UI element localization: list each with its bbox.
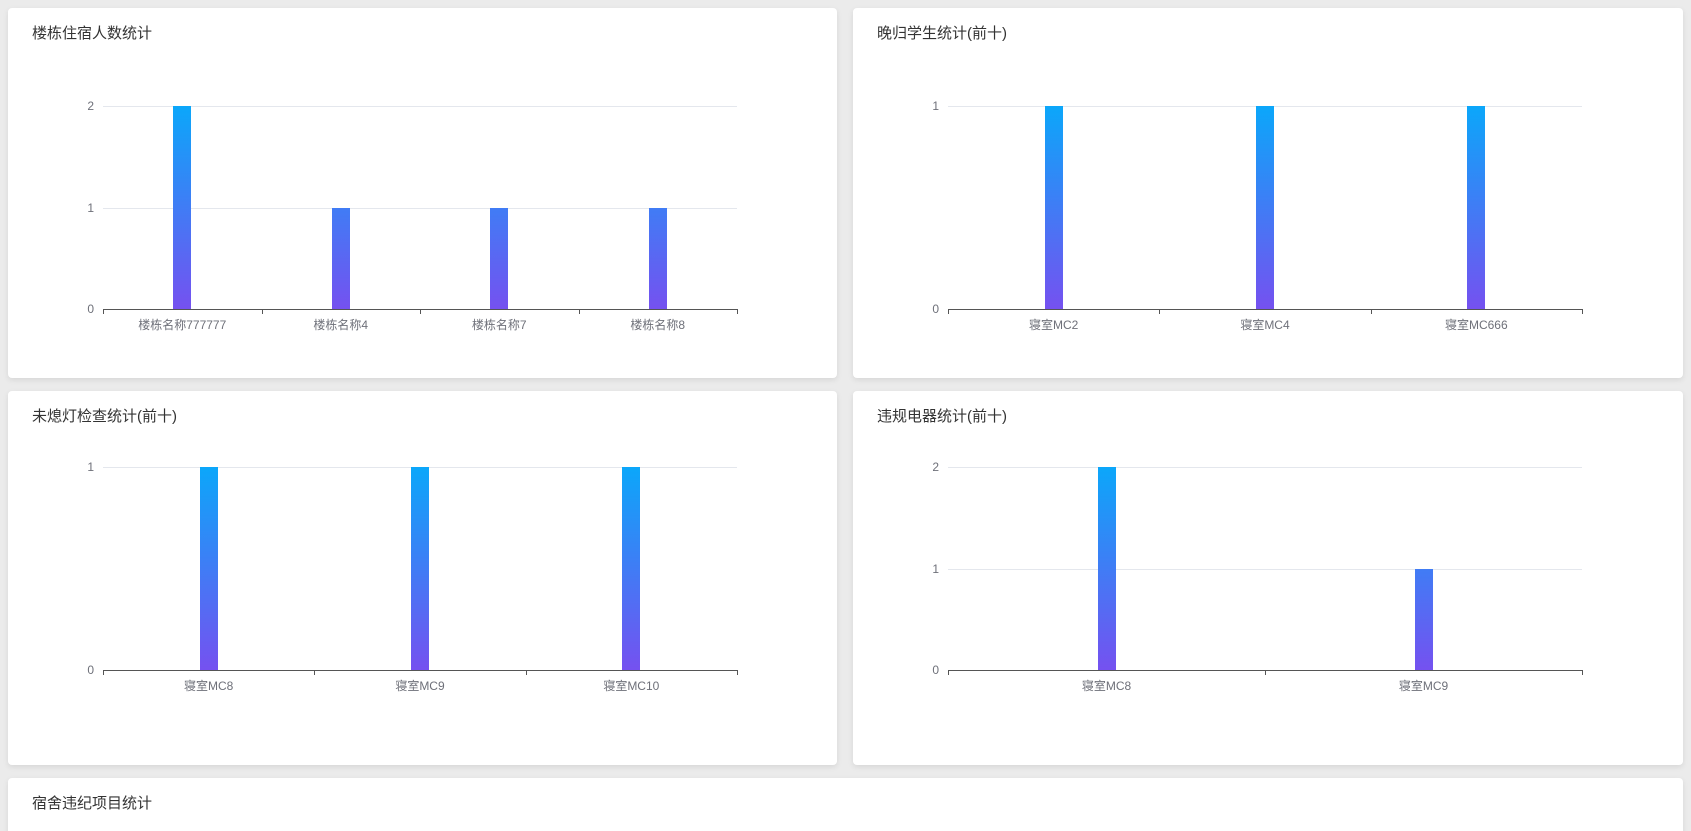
bar[interactable] <box>411 467 429 670</box>
x-axis-label: 寝室MC4 <box>1240 318 1290 332</box>
x-axis-label: 寝室MC10 <box>603 679 660 693</box>
y-axis-label: 0 <box>932 302 939 316</box>
x-axis-tick <box>103 670 104 675</box>
x-axis-label: 寝室MC8 <box>1081 679 1132 693</box>
x-axis-label: 寝室MC8 <box>183 679 234 693</box>
x-axis-label: 寝室MC666 <box>1444 318 1508 332</box>
plot-area <box>103 106 737 310</box>
bar-chart-late-return-students: 0 1 寝室MC2 寝室MC4 寝室MC666 <box>877 99 1659 356</box>
x-axis-tick <box>1582 309 1583 314</box>
x-axis-tick <box>1582 670 1583 675</box>
card-building-occupancy: 楼栋住宿人数统计 0 1 2 楼栋名称777777 楼栋名称4 楼栋名称7 楼栋名称8 <box>8 8 837 378</box>
x-axis-label: 楼栋名称777777 <box>138 318 227 332</box>
x-axis-tick <box>737 309 738 314</box>
card-illegal-appliances: 违规电器统计(前十) 0 1 2 寝室MC8 寝室MC9 <box>853 391 1683 765</box>
x-axis-tick <box>1370 309 1372 314</box>
x-axis-tick <box>1265 670 1266 675</box>
card-dorm-violation-items: 宿舍违纪项目统计 <box>8 778 1683 831</box>
bar-chart-illegal-appliances: 0 1 2 寝室MC8 寝室MC9 <box>877 460 1659 717</box>
bar[interactable] <box>622 467 641 670</box>
bar[interactable] <box>1044 106 1063 309</box>
x-axis-tick <box>948 670 949 675</box>
bar[interactable] <box>1097 467 1116 670</box>
x-axis-tick <box>578 309 580 314</box>
x-axis-tick <box>948 309 949 314</box>
chart-title-building-occupancy: 楼栋住宿人数统计 <box>32 25 153 42</box>
chart-title-lights-on-check: 未熄灯检查统计(前十) <box>32 408 177 425</box>
card-late-return-students: 晚归学生统计(前十) 0 1 寝室MC2 寝室MC4 寝室MC666 <box>853 8 1683 378</box>
y-axis-label: 0 <box>932 663 939 677</box>
bar[interactable] <box>331 207 350 309</box>
chart-title-illegal-appliances: 违规电器统计(前十) <box>877 408 1007 425</box>
x-axis-tick <box>314 670 316 675</box>
bar[interactable] <box>1467 106 1486 309</box>
bar-chart-lights-on-check: 0 1 寝室MC8 寝室MC9 寝室MC10 <box>32 460 813 717</box>
x-axis-tick <box>737 670 738 675</box>
gridline <box>948 467 1582 468</box>
x-axis-label: 楼栋名称7 <box>471 318 527 332</box>
bar[interactable] <box>1256 106 1274 309</box>
y-axis-label: 0 <box>87 302 94 316</box>
y-axis-label: 1 <box>87 200 94 215</box>
chart-title-dorm-violation-items: 宿舍违纪项目统计 <box>32 795 153 812</box>
y-axis-label: 2 <box>87 99 94 113</box>
y-axis-label: 1 <box>87 460 94 474</box>
chart-title-late-return-students: 晚归学生统计(前十) <box>877 25 1007 42</box>
x-axis-label: 楼栋名称8 <box>630 318 686 332</box>
plot-area <box>948 106 1582 310</box>
plot-area <box>103 467 737 671</box>
bar[interactable] <box>1414 568 1433 670</box>
gridline <box>103 106 737 107</box>
x-axis-tick <box>420 309 421 314</box>
x-axis-tick <box>261 309 263 314</box>
plot-area <box>948 467 1582 671</box>
x-axis-label: 寝室MC9 <box>1398 679 1449 693</box>
x-axis-tick <box>103 309 104 314</box>
gridline <box>103 207 737 209</box>
x-axis-label: 寝室MC2 <box>1028 318 1079 332</box>
x-axis-label: 寝室MC9 <box>395 679 445 693</box>
bar-chart-building-occupancy: 0 1 2 楼栋名称777777 楼栋名称4 楼栋名称7 楼栋名称8 <box>32 99 813 356</box>
y-axis-label: 0 <box>87 663 94 677</box>
y-axis-label: 1 <box>932 561 939 576</box>
y-axis-label: 1 <box>932 99 939 113</box>
x-axis-tick <box>1159 309 1161 314</box>
bar[interactable] <box>490 207 509 309</box>
gridline <box>948 568 1582 570</box>
y-axis-label: 2 <box>932 460 939 474</box>
x-axis-tick <box>525 670 527 675</box>
bar[interactable] <box>648 207 667 309</box>
bar[interactable] <box>199 467 218 670</box>
x-axis-label: 楼栋名称4 <box>313 318 369 332</box>
bar[interactable] <box>173 106 192 309</box>
card-lights-on-check: 未熄灯检查统计(前十) 0 1 寝室MC8 寝室MC9 寝室MC10 <box>8 391 837 765</box>
